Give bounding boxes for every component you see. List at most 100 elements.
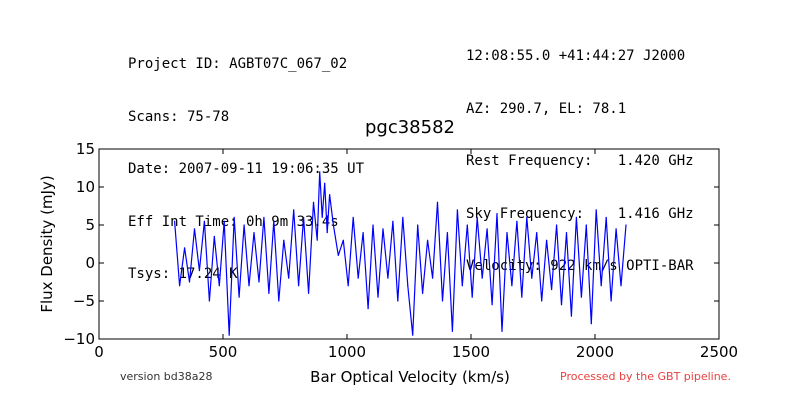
data-point xyxy=(288,277,290,279)
az-el: AZ: 290.7, EL: 78.1 xyxy=(466,100,627,117)
version-text: version bd38a28 xyxy=(120,370,213,383)
data-point xyxy=(570,315,573,317)
data-point xyxy=(258,281,260,283)
data-point xyxy=(263,216,265,218)
data-point xyxy=(347,285,349,287)
data-point xyxy=(486,228,488,230)
data-point xyxy=(392,220,394,222)
data-point xyxy=(293,209,295,211)
data-point xyxy=(417,224,419,226)
data-point xyxy=(536,232,538,234)
data-point xyxy=(590,323,592,325)
data-point xyxy=(605,216,607,218)
y-tick-label: −10 xyxy=(63,330,95,348)
processed-note: Processed by the GBT pipeline. xyxy=(560,370,731,383)
data-point xyxy=(387,277,389,279)
data-point xyxy=(303,216,305,218)
data-point xyxy=(441,300,444,302)
data-point xyxy=(451,330,453,332)
data-point xyxy=(412,334,414,336)
coordinates: 12:08:55.0 +41:44:27 J2000 xyxy=(466,48,686,64)
x-tick-label: 0 xyxy=(94,343,104,361)
data-point xyxy=(342,239,344,241)
tsys: Tsys: 17.24 K xyxy=(128,266,238,282)
x-tick-label: 2000 xyxy=(576,343,614,361)
data-point xyxy=(357,277,359,279)
chart-title: pgc38582 xyxy=(365,117,455,138)
data-point xyxy=(551,289,553,291)
data-point xyxy=(337,254,339,256)
sky-frequency: Sky Frequency: 1.416 GHz xyxy=(466,205,694,222)
data-point xyxy=(377,296,379,298)
plot-frame xyxy=(98,148,720,340)
rest-frequency: Rest Frequency: 1.420 GHz xyxy=(466,153,694,169)
data-point xyxy=(253,232,255,234)
data-point xyxy=(316,239,318,241)
project-id: Project ID: AGBT07C_067_02 xyxy=(128,56,348,72)
data-point xyxy=(565,232,568,234)
y-tick-label: 5 xyxy=(85,216,95,234)
data-point xyxy=(312,201,315,203)
data-point xyxy=(427,239,429,241)
data-point xyxy=(471,296,473,298)
data-point xyxy=(521,296,523,298)
data-point xyxy=(501,330,503,332)
header-left: Project ID: AGBT07C_067_02 Scans: 75-78 … xyxy=(128,21,364,301)
data-point xyxy=(352,216,354,218)
data-point xyxy=(511,285,513,287)
data-point xyxy=(307,292,310,294)
data-point xyxy=(228,334,230,336)
data-point xyxy=(575,216,578,218)
data-point xyxy=(238,296,240,298)
data-point xyxy=(324,182,326,184)
data-point xyxy=(446,232,449,234)
data-point xyxy=(268,292,270,294)
y-tick-label: 0 xyxy=(85,254,95,272)
data-point xyxy=(283,239,285,241)
scans: Scans: 75-78 xyxy=(128,108,230,125)
data-point xyxy=(372,224,374,226)
data-point xyxy=(407,285,409,287)
data-point xyxy=(193,228,196,230)
data-point xyxy=(243,224,245,226)
data-point xyxy=(321,216,323,218)
data-point xyxy=(402,216,404,218)
data-point xyxy=(278,300,280,302)
data-point xyxy=(213,235,215,237)
x-tick-label: 1000 xyxy=(328,343,366,361)
x-tick-label: 500 xyxy=(209,343,238,361)
data-point xyxy=(298,285,300,287)
data-point xyxy=(218,285,220,287)
data-point xyxy=(496,213,498,215)
y-tick-label: 10 xyxy=(76,178,95,196)
data-point xyxy=(580,296,582,298)
data-point xyxy=(203,220,205,222)
data-point xyxy=(223,220,225,222)
data-point xyxy=(436,201,439,203)
data-point xyxy=(600,285,602,287)
y-axis-label: Flux Density (mJy) xyxy=(38,175,56,312)
data-point xyxy=(546,239,548,241)
data-point xyxy=(595,209,597,211)
data-point xyxy=(422,292,424,294)
date: Date: 2007-09-11 19:06:35 UT xyxy=(128,161,365,177)
data-point xyxy=(625,224,627,226)
data-point xyxy=(332,224,334,226)
data-point xyxy=(560,304,563,306)
data-point xyxy=(362,232,364,234)
data-point xyxy=(233,216,235,218)
data-point xyxy=(273,220,275,222)
data-point xyxy=(397,300,399,302)
velocity: Velocity: 922 km/s OPTI-BAR xyxy=(466,258,694,274)
data-point xyxy=(456,209,458,211)
data-point xyxy=(585,224,587,226)
data-point xyxy=(188,281,191,283)
data-point xyxy=(174,220,176,222)
data-point xyxy=(526,216,528,218)
data-point xyxy=(516,220,518,222)
data-point xyxy=(506,232,508,234)
data-point xyxy=(476,216,478,218)
data-point xyxy=(326,232,328,234)
data-point xyxy=(367,308,369,310)
